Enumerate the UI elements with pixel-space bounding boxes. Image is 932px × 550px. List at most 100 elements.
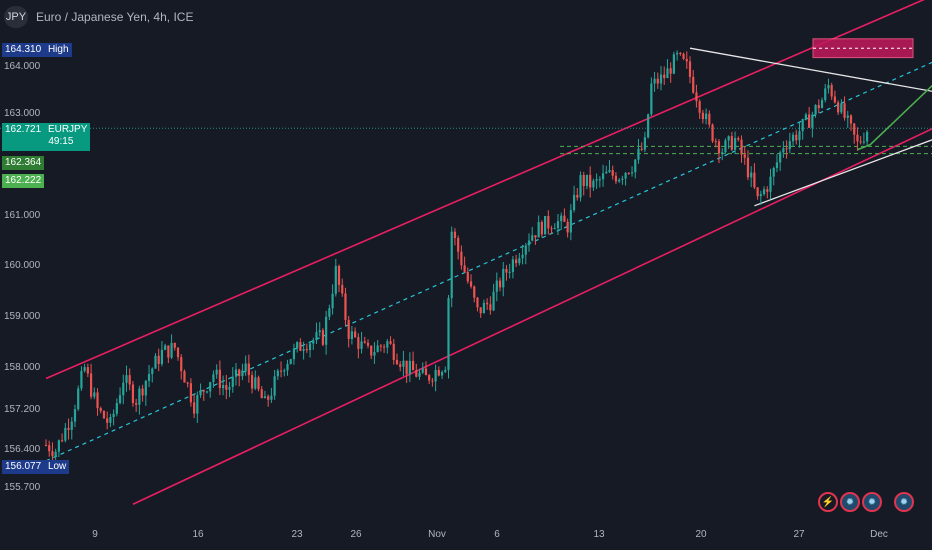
candle: [431, 377, 434, 387]
candle-body: [270, 395, 273, 400]
current-price: 162.721: [5, 124, 42, 135]
candle-body: [61, 440, 64, 442]
indicator-icon[interactable]: ✹: [840, 492, 860, 512]
channel-mid-line: [45, 61, 932, 462]
candle-body: [360, 341, 363, 349]
candle: [241, 363, 244, 381]
candle-body: [376, 345, 379, 353]
candle-body: [775, 162, 779, 168]
candle: [244, 355, 247, 376]
candle: [183, 369, 186, 383]
price-tick-label: 160.000: [4, 260, 41, 271]
candle: [415, 363, 418, 378]
candle-body: [402, 360, 405, 367]
candle-body: [624, 172, 627, 179]
candle: [544, 215, 547, 235]
candle-body: [147, 374, 151, 381]
candle: [212, 370, 215, 388]
candle-body: [341, 284, 344, 294]
candle-body: [547, 216, 550, 229]
candle: [553, 223, 556, 230]
candle: [595, 173, 598, 190]
candle-body: [643, 137, 647, 150]
candle-body: [115, 403, 118, 414]
candle-body: [524, 245, 527, 255]
candle-body: [431, 380, 434, 382]
indicator-icon[interactable]: ✹: [894, 492, 914, 512]
candle: [357, 333, 360, 359]
candle-body: [354, 331, 357, 338]
candle: [811, 111, 814, 138]
candle-body: [795, 134, 798, 141]
candle: [421, 362, 424, 375]
candle-body: [746, 157, 750, 178]
candle-body: [96, 392, 99, 409]
candle-body: [685, 58, 688, 62]
candle: [585, 174, 589, 190]
candle-body: [93, 392, 96, 397]
candle: [411, 351, 415, 371]
indicator-icon[interactable]: ✹: [862, 492, 882, 512]
candle-body: [756, 187, 759, 197]
candle-body: [682, 53, 685, 59]
candle-body: [634, 159, 637, 173]
candle: [779, 150, 782, 171]
candle-body: [170, 342, 173, 358]
candle-body: [160, 349, 164, 364]
candle-body: [460, 251, 463, 266]
candle: [270, 387, 273, 403]
candle: [279, 361, 283, 378]
flash-icon[interactable]: ⚡: [818, 492, 838, 512]
candle-body: [801, 119, 804, 132]
candle: [569, 204, 572, 241]
candle: [228, 381, 231, 398]
candle-body: [489, 304, 492, 311]
candle-body: [772, 167, 775, 177]
candle: [247, 354, 250, 383]
candle: [866, 129, 869, 145]
candle: [80, 366, 83, 391]
candle: [267, 394, 270, 407]
candle-body: [328, 308, 331, 317]
symbol-badge[interactable]: JPY: [4, 6, 28, 28]
candle-body: [614, 175, 618, 182]
candle-body: [759, 194, 762, 197]
candle: [321, 328, 325, 347]
candle: [698, 99, 701, 119]
candle-body: [833, 96, 836, 103]
candle: [370, 345, 373, 360]
candle-body: [222, 385, 225, 389]
candle: [572, 185, 576, 213]
candle-body: [315, 332, 318, 341]
candle: [434, 364, 437, 392]
time-tick-label: Nov: [428, 529, 446, 540]
candle-body: [482, 302, 486, 314]
candle-body: [576, 194, 579, 198]
candle-body: [157, 355, 160, 364]
candle: [643, 131, 647, 153]
candle-body: [866, 131, 869, 142]
candle-body: [521, 254, 524, 259]
candle: [653, 71, 656, 92]
candle: [164, 343, 167, 351]
candle-body: [383, 346, 386, 348]
candle: [746, 150, 750, 181]
candle-body: [714, 141, 717, 143]
candle: [128, 368, 131, 391]
candle: [395, 353, 399, 366]
candle: [589, 166, 592, 198]
candle: [260, 385, 263, 399]
candle-body: [141, 388, 144, 396]
candle: [705, 108, 708, 125]
candle-body: [347, 319, 350, 340]
candle-body: [505, 268, 508, 273]
candle-body: [560, 215, 563, 222]
candle-body: [827, 85, 830, 89]
candle-body: [241, 370, 244, 377]
candle-body: [125, 375, 128, 383]
candle: [115, 398, 118, 417]
candle: [289, 358, 292, 365]
candle-body: [83, 367, 86, 371]
candle-body: [782, 148, 785, 153]
